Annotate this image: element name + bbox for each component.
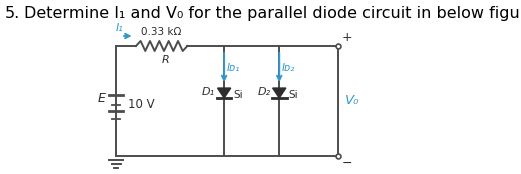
Text: 10 V: 10 V (128, 98, 155, 112)
Text: Iᴅ₁: Iᴅ₁ (227, 62, 240, 73)
Text: R: R (162, 55, 169, 65)
Text: I₁: I₁ (116, 23, 123, 33)
Text: Determine I₁ and V₀ for the parallel diode circuit in below figure.: Determine I₁ and V₀ for the parallel dio… (23, 6, 521, 21)
Text: D₁: D₁ (202, 87, 215, 97)
Text: V₀: V₀ (345, 94, 360, 108)
Polygon shape (272, 88, 286, 98)
Text: D₂: D₂ (257, 87, 270, 97)
Text: Si: Si (233, 90, 243, 100)
Text: +: + (342, 31, 352, 44)
Text: Iᴅ₂: Iᴅ₂ (282, 62, 295, 73)
Text: −: − (342, 157, 352, 170)
Text: 5.: 5. (4, 6, 20, 21)
Text: E: E (98, 93, 106, 105)
Text: Si: Si (288, 90, 297, 100)
Polygon shape (217, 88, 231, 98)
Text: 0.33 kΩ: 0.33 kΩ (142, 27, 182, 37)
